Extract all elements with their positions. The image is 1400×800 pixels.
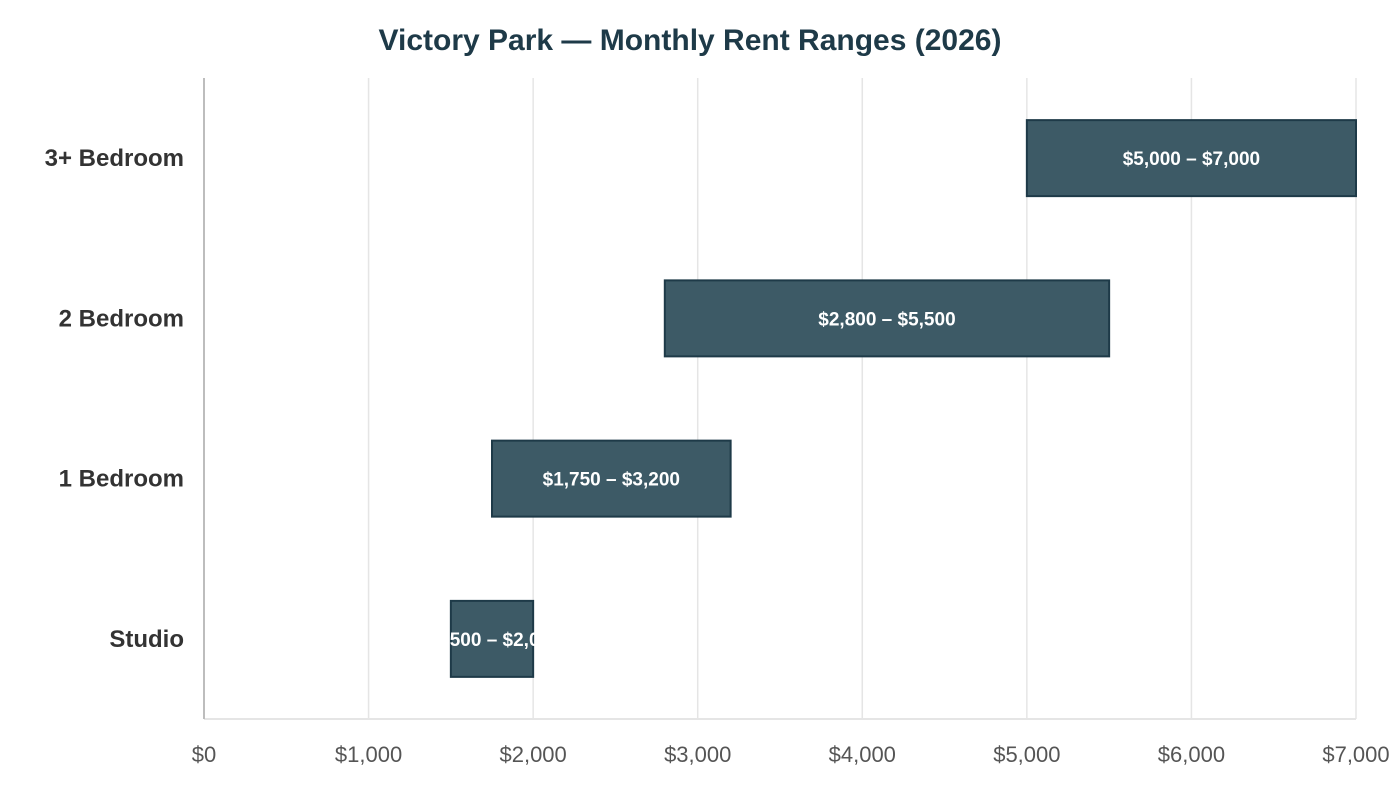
chart-title: Victory Park — Monthly Rent Ranges (2026… [379, 24, 1002, 57]
x-tick-label: $6,000 [1158, 742, 1225, 767]
range-bar [449, 599, 535, 678]
category-label: 3+ Bedroom [45, 145, 184, 172]
category-labels: 3+ Bedroom 2 Bedroom 1 Bedroom Studio [45, 145, 184, 653]
bar-value-label: $5,000 – $7,000 [1123, 149, 1260, 170]
x-tick-label: $1,000 [335, 742, 402, 767]
range-bar [491, 439, 732, 518]
x-tick-label: $5,000 [993, 742, 1060, 767]
x-tick-labels: $0 $1,000 $2,000 $3,000 $4,000 $5,000 $6,000 $7… [192, 742, 1390, 767]
bar-value-label: $1,750 – $3,200 [543, 470, 680, 491]
bar-value-label: $1,500 – $2,000 [423, 630, 560, 651]
bar-value-label: $2,800 – $5,500 [818, 309, 955, 330]
bars [449, 119, 1358, 678]
category-label: 1 Bedroom [59, 466, 184, 493]
x-tick-label: $4,000 [829, 742, 896, 767]
range-bar [663, 279, 1111, 358]
x-tick-label: $7,000 [1322, 742, 1389, 767]
x-tick-label: $2,000 [499, 742, 566, 767]
category-label: Studio [109, 626, 184, 653]
range-bar [1025, 119, 1358, 198]
x-tick-label: $3,000 [664, 742, 731, 767]
category-label: 2 Bedroom [59, 305, 184, 332]
bar-labels: $5,000 – $7,000 $2,800 – $5,500 $1,750 – $… [423, 149, 1260, 651]
x-tick-label: $0 [192, 742, 216, 767]
